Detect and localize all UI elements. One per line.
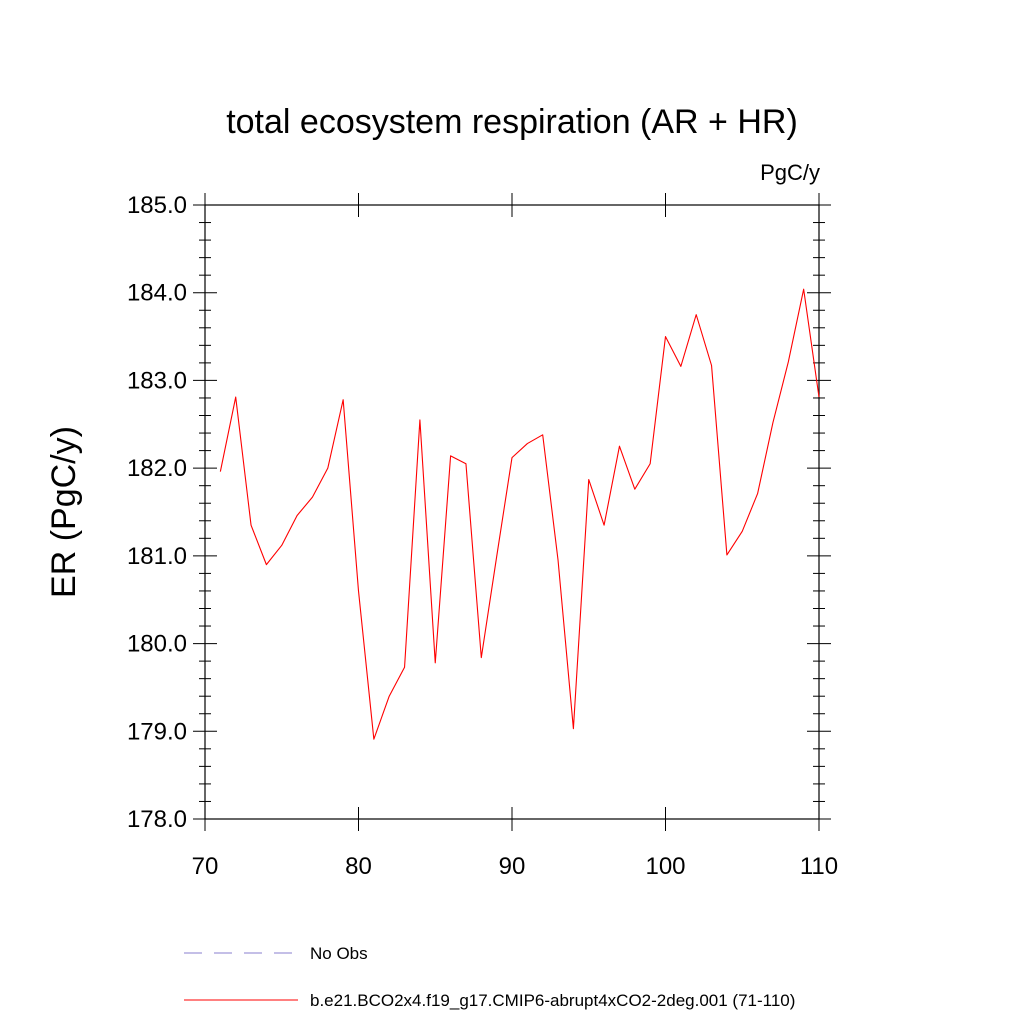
x-axis-tick-labels: 70 80 90 100 110 — [192, 853, 838, 880]
x-tick-label: 90 — [499, 853, 526, 880]
legend-label-0: No Obs — [310, 944, 368, 963]
y-axis-ticks — [193, 204, 831, 820]
x-tick-label: 80 — [345, 853, 372, 880]
units-label: PgC/y — [760, 160, 820, 185]
series-line-0 — [219, 288, 820, 740]
y-tick-label: 182.0 — [127, 455, 187, 482]
y-tick-label: 183.0 — [127, 367, 187, 394]
chart-title: total ecosystem respiration (AR + HR) — [226, 103, 798, 141]
y-tick-label: 181.0 — [127, 543, 187, 570]
y-tick-label: 178.0 — [127, 806, 187, 833]
y-tick-label: 179.0 — [127, 718, 187, 745]
y-axis-tick-labels: 178.0 179.0 180.0 181.0 182.0 183.0 184.0 185.0 — [127, 192, 187, 833]
x-tick-label: 70 — [192, 853, 219, 880]
x-tick-label: 100 — [645, 853, 685, 880]
legend: No Obs b.e21.BCO2x4.f19_g17.CMIP6-abrupt4… — [184, 944, 795, 1010]
y-axis-title: ER (PgC/y) — [45, 426, 83, 598]
plot-frame — [204, 204, 820, 820]
y-tick-label: 185.0 — [127, 192, 187, 219]
y-tick-label: 180.0 — [127, 631, 187, 658]
x-axis-ticks — [204, 193, 820, 831]
series-lines — [219, 288, 820, 740]
y-tick-label: 184.0 — [127, 280, 187, 307]
legend-label-1: b.e21.BCO2x4.f19_g17.CMIP6-abrupt4xCO2-2… — [310, 991, 795, 1010]
x-tick-label: 110 — [800, 853, 838, 880]
